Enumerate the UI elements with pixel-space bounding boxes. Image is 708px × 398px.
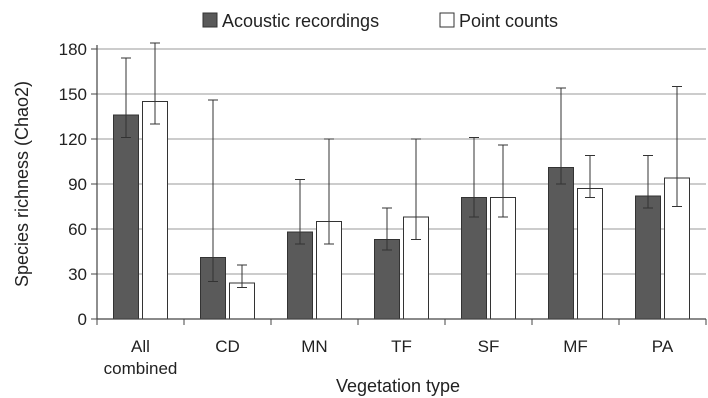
- x-tick-label: All combined: [104, 337, 178, 378]
- bar-acoustic: [374, 239, 400, 320]
- grid-lines: [97, 48, 706, 275]
- bar-acoustic: [461, 197, 487, 320]
- legend: Acoustic recordings Point counts: [202, 11, 558, 31]
- y-tick-label: 120: [59, 130, 87, 149]
- bar-acoustic: [548, 167, 574, 320]
- x-tick-label: MF: [563, 337, 588, 356]
- y-tick-label: 60: [68, 220, 87, 239]
- x-axis-title: Vegetation type: [336, 376, 460, 396]
- legend-swatch: [202, 12, 218, 28]
- y-tick-label: 0: [78, 310, 87, 329]
- x-tick-label: MN: [301, 337, 327, 356]
- y-tick-label: 150: [59, 85, 87, 104]
- x-tick-label: CD: [215, 337, 240, 356]
- axes: 0 30 60 90 120 150 180 All combined CD MN TF SF MF PA: [59, 40, 707, 378]
- x-tick-label: PA: [652, 337, 674, 356]
- y-tick-label: 180: [59, 40, 87, 59]
- bars: [113, 101, 690, 320]
- bar-acoustic: [287, 231, 313, 320]
- bar-acoustic: [635, 195, 661, 320]
- legend-label: Acoustic recordings: [222, 11, 379, 31]
- y-tick-label: 90: [68, 175, 87, 194]
- bar-point-counts: [142, 101, 168, 320]
- y-tick-label: 30: [68, 265, 87, 284]
- x-tick-label: TF: [391, 337, 412, 356]
- bar-acoustic: [113, 114, 139, 320]
- x-tick-label: SF: [478, 337, 500, 356]
- bar-point-counts: [577, 188, 603, 320]
- y-axis-title: Species richness (Chao2): [12, 81, 32, 287]
- bar-point-counts: [229, 282, 255, 320]
- error-bars: [121, 42, 682, 288]
- legend-swatch: [439, 12, 455, 28]
- bar-point-counts: [490, 197, 516, 320]
- legend-label: Point counts: [459, 11, 558, 31]
